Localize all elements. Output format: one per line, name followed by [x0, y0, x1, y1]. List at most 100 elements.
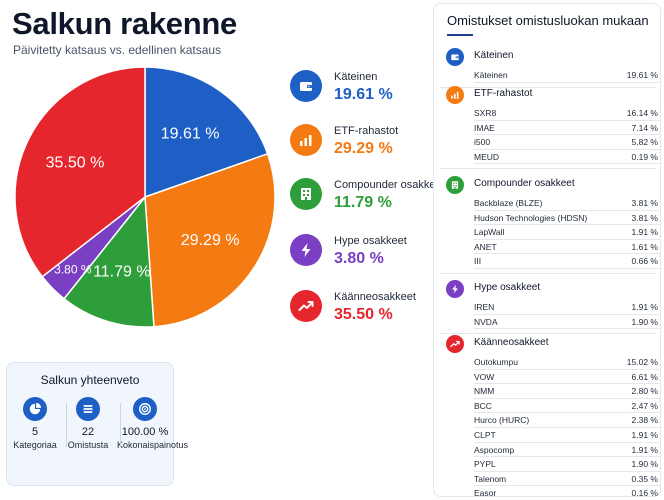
summary-stat: 100.00 % Kokonaispainotus	[117, 397, 189, 450]
pie-icon	[23, 397, 47, 421]
holdings-group: Hype osakkeet IREN 1.91 % NVDA 1.90 %	[434, 278, 662, 335]
group-divider	[440, 272, 656, 274]
summary-label: Omistusta	[67, 440, 109, 450]
holding-row: Easor 0.16 %	[474, 486, 660, 500]
bar-chart-icon	[290, 124, 322, 156]
holding-name: III	[474, 256, 482, 267]
legend-label: Käteinen	[334, 71, 378, 83]
slice-label: 11.79 %	[93, 263, 151, 280]
summary-value: 5	[31, 426, 39, 438]
group-name: Hype osakkeet	[474, 282, 541, 293]
summary-stat: 22 Omistusta	[60, 397, 116, 450]
holding-name: ANET	[474, 241, 497, 252]
page-title: Salkun rakenne	[12, 6, 237, 41]
group-divider	[440, 168, 656, 170]
holding-row: NVDA 1.90 %	[474, 315, 660, 330]
summary-divider	[66, 403, 67, 447]
holding-row: MEUD 0.19 %	[474, 150, 660, 165]
holding-row: VOW 6.61 %	[474, 370, 660, 385]
holding-weight: 0.35 %	[631, 473, 658, 484]
holding-row: IMAE 7.14 %	[474, 121, 660, 136]
holding-name: Outokumpu	[474, 357, 518, 367]
lightning-icon	[290, 234, 322, 266]
portfolio-summary-card: Salkun yhteenveto 5 Kategoriaa 22 Omistusta…	[6, 362, 189, 486]
holding-name: NMM	[474, 386, 495, 397]
holding-weight: 19.61 %	[626, 70, 658, 80]
holding-name: Käteinen	[474, 70, 508, 80]
legend-label: Compounder osakkeet	[334, 179, 445, 191]
slice-label: 29.29 %	[181, 232, 240, 249]
holding-row: SXR8 16.14 %	[474, 106, 660, 121]
group-name: Käänneosakkeet	[474, 337, 549, 348]
holdings-group: Compounder osakkeet Backblaze (BLZE) 3.81 …	[434, 174, 662, 274]
holding-row: Hudson Technologies (HDSN) 3.81 %	[474, 211, 660, 226]
holding-weight: 1.90 %	[631, 459, 658, 470]
lightning-icon	[446, 280, 464, 298]
holding-row: Talenom 0.35 %	[474, 472, 660, 487]
summary-label: Kategoriaa	[13, 440, 57, 450]
group-header: Käänneosakkeet	[434, 333, 662, 355]
holding-weight: 0.66 %	[631, 256, 658, 267]
target-icon	[133, 397, 157, 421]
holding-name: LapWall	[474, 227, 505, 238]
holding-weight: 0.16 %	[631, 488, 658, 499]
legend-item: Käänneosakkeet 35.50 %	[290, 285, 440, 329]
holding-name: IREN	[474, 302, 495, 312]
list-icon	[76, 397, 100, 421]
title-underline	[447, 34, 473, 36]
holding-row: Outokumpu 15.02 %	[474, 355, 660, 370]
holding-name: NVDA	[474, 316, 498, 327]
holding-weight: 2.80 %	[631, 386, 658, 397]
group-divider	[440, 333, 656, 335]
holding-name: IMAE	[474, 122, 495, 133]
holding-weight: 2.38 %	[631, 415, 658, 426]
summary-label: Kokonaispainotus	[117, 440, 189, 450]
group-header: Käteinen	[434, 46, 662, 68]
holding-name: Talenom	[474, 473, 507, 484]
holding-weight: 1.91 %	[631, 444, 658, 455]
legend-label: Käänneosakkeet	[334, 291, 416, 303]
bar-chart-icon	[446, 86, 464, 104]
holding-name: SXR8	[474, 108, 497, 118]
trend-up-icon	[290, 290, 322, 322]
holding-row: BCC 2.47 %	[474, 399, 660, 414]
wallet-icon	[290, 70, 322, 102]
holding-name: i500	[474, 137, 491, 148]
group-divider	[440, 86, 656, 88]
holding-weight: 15.02 %	[626, 357, 658, 367]
holding-name: CLPT	[474, 429, 496, 440]
holding-name: MEUD	[474, 151, 500, 162]
holding-name: Hudson Technologies (HDSN)	[474, 212, 588, 223]
group-name: Compounder osakkeet	[474, 178, 575, 189]
holding-row: Aspocomp 1.91 %	[474, 443, 660, 458]
legend-label: Hype osakkeet	[334, 235, 407, 247]
slice-label: 19.61 %	[161, 125, 220, 142]
summary-title: Salkun yhteenveto	[40, 373, 140, 387]
holding-weight: 1.61 %	[631, 241, 658, 252]
holding-weight: 5.82 %	[631, 137, 658, 148]
pie-slice	[14, 66, 146, 278]
holding-weight: 7.14 %	[631, 122, 658, 133]
holding-name: PYPL	[474, 459, 496, 470]
holding-row: Käteinen 19.61 %	[474, 68, 660, 83]
holding-weight: 16.14 %	[626, 108, 658, 118]
summary-divider	[120, 403, 121, 447]
holding-weight: 3.81 %	[631, 212, 658, 223]
group-name: Käteinen	[474, 50, 514, 61]
legend-item: ETF-rahastot 29.29 %	[290, 119, 440, 163]
pie-chart: 19.61 % 29.29 % 11.79 %3.80 % 35.50 %	[14, 66, 276, 328]
pie-slice	[63, 195, 155, 328]
summary-stat: 5 Kategoriaa	[7, 397, 63, 450]
legend-value: 11.79 %	[334, 194, 392, 211]
holding-row: ANET 1.61 %	[474, 240, 660, 255]
pie-slice	[144, 152, 276, 328]
holding-row: Hurco (HURC) 2.38 %	[474, 413, 660, 428]
holding-row: CLPT 1.91 %	[474, 428, 660, 443]
summary-value: 100.00 %	[121, 426, 169, 438]
legend-item: Hype osakkeet 3.80 %	[290, 229, 440, 273]
group-header: Hype osakkeet	[434, 278, 662, 300]
holding-weight: 3.81 %	[631, 198, 658, 208]
building-icon	[290, 178, 322, 210]
holding-weight: 2.47 %	[631, 400, 658, 411]
holdings-panel: Omistukset omistusluokan mukaan Käteinen…	[433, 3, 662, 500]
